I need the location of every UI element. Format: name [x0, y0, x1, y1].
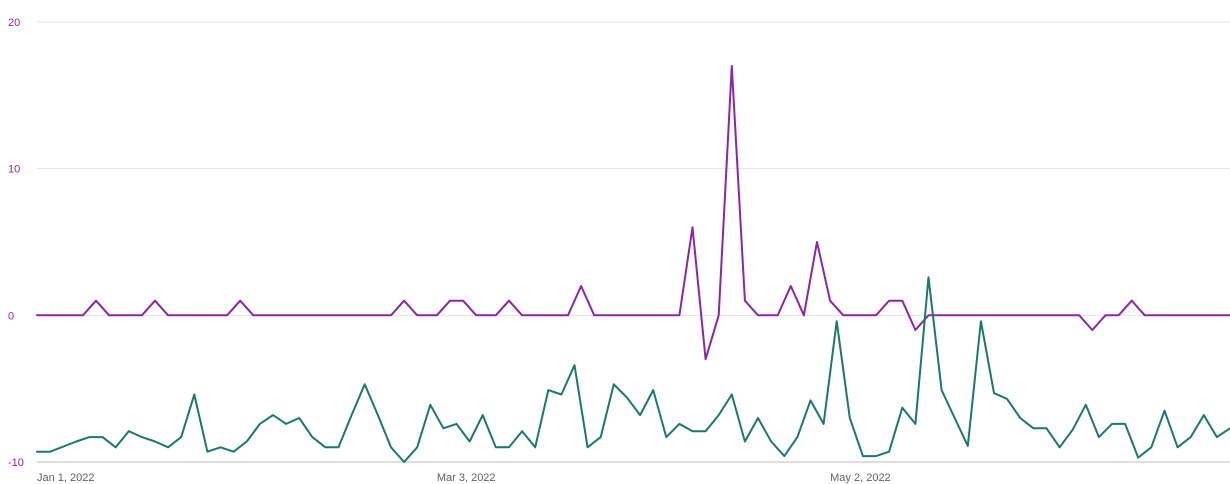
- y-tick-label: 0: [8, 310, 14, 322]
- series-layer: [36, 65, 1230, 463]
- x-tick-label: May 2, 2022: [830, 472, 891, 484]
- y-tick-label: 20: [8, 17, 20, 29]
- series-line-2: [36, 276, 1230, 463]
- y-axis-ticks: -10 0 10 20: [8, 17, 24, 469]
- series-line-1: [36, 65, 1230, 361]
- y-tick-label: 10: [8, 164, 20, 176]
- x-tick-label: Jan 1, 2022: [37, 472, 95, 484]
- y-tick-label: -10: [8, 457, 24, 469]
- grid-layer: [37, 21, 1230, 463]
- x-tick-label: Mar 3, 2022: [437, 472, 496, 484]
